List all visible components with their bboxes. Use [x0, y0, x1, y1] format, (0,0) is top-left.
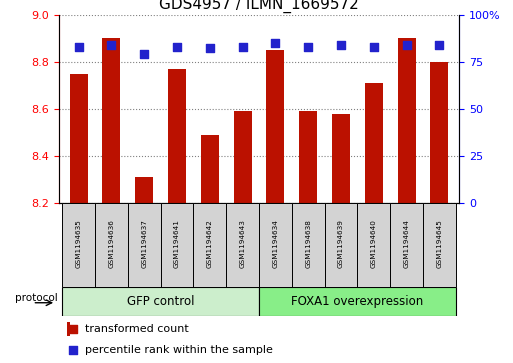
- Bar: [67, 322, 70, 336]
- FancyBboxPatch shape: [226, 203, 259, 287]
- Bar: [365, 83, 383, 203]
- FancyBboxPatch shape: [423, 203, 456, 287]
- Point: [140, 51, 148, 57]
- Point: [370, 44, 378, 49]
- Bar: [266, 50, 285, 203]
- Text: FOXA1 overexpression: FOXA1 overexpression: [291, 295, 424, 308]
- FancyBboxPatch shape: [95, 203, 128, 287]
- Point: [206, 46, 214, 52]
- Text: GSM1194637: GSM1194637: [141, 219, 147, 268]
- FancyBboxPatch shape: [62, 203, 95, 287]
- FancyBboxPatch shape: [62, 287, 259, 316]
- Point: [69, 326, 77, 332]
- Title: GDS4957 / ILMN_1669572: GDS4957 / ILMN_1669572: [159, 0, 359, 13]
- Text: protocol: protocol: [15, 293, 57, 303]
- Text: GSM1194639: GSM1194639: [338, 219, 344, 268]
- Point: [436, 42, 444, 48]
- Text: GSM1194645: GSM1194645: [437, 219, 442, 268]
- FancyBboxPatch shape: [128, 203, 161, 287]
- Point: [337, 42, 345, 48]
- Text: GSM1194641: GSM1194641: [174, 219, 180, 268]
- Bar: [233, 111, 252, 203]
- Bar: [332, 114, 350, 203]
- Text: GSM1194636: GSM1194636: [108, 219, 114, 268]
- FancyBboxPatch shape: [259, 203, 292, 287]
- Bar: [103, 38, 121, 203]
- FancyBboxPatch shape: [325, 203, 358, 287]
- Point: [304, 44, 312, 49]
- Text: GSM1194643: GSM1194643: [240, 219, 246, 268]
- FancyBboxPatch shape: [292, 203, 325, 287]
- Point: [173, 44, 181, 49]
- Text: percentile rank within the sample: percentile rank within the sample: [85, 345, 273, 355]
- Bar: [299, 111, 317, 203]
- FancyBboxPatch shape: [161, 203, 193, 287]
- Point: [271, 40, 280, 46]
- FancyBboxPatch shape: [193, 203, 226, 287]
- Text: GFP control: GFP control: [127, 295, 194, 308]
- Point: [107, 42, 115, 48]
- Bar: [70, 73, 88, 203]
- Text: transformed count: transformed count: [85, 324, 189, 334]
- Bar: [398, 38, 416, 203]
- FancyBboxPatch shape: [390, 203, 423, 287]
- Text: GSM1194634: GSM1194634: [272, 219, 279, 268]
- Text: GSM1194638: GSM1194638: [305, 219, 311, 268]
- Point: [239, 44, 247, 49]
- Bar: [430, 62, 448, 203]
- Text: GSM1194640: GSM1194640: [371, 219, 377, 268]
- Point: [74, 44, 83, 49]
- Bar: [168, 69, 186, 203]
- Point: [403, 42, 411, 48]
- Text: GSM1194635: GSM1194635: [76, 219, 82, 268]
- FancyBboxPatch shape: [259, 287, 456, 316]
- FancyBboxPatch shape: [358, 203, 390, 287]
- Point: [69, 347, 77, 353]
- Bar: [135, 177, 153, 203]
- Bar: [201, 135, 219, 203]
- Text: GSM1194644: GSM1194644: [404, 219, 410, 268]
- Text: GSM1194642: GSM1194642: [207, 219, 213, 268]
